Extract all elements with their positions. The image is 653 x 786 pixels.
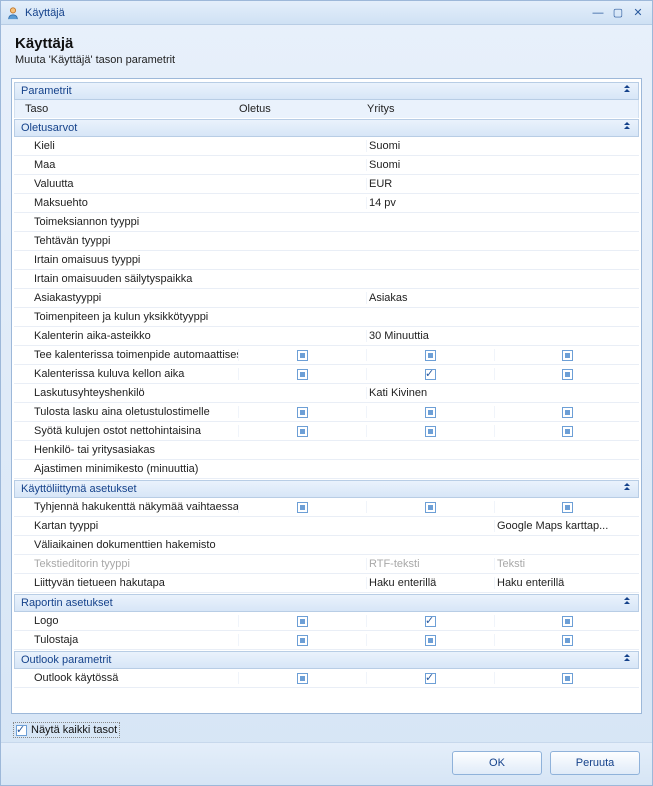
checkbox-icon — [562, 350, 573, 361]
group-parametrit[interactable]: Parametrit — [14, 82, 639, 100]
row-laskutusyhteys[interactable]: Laskutusyhteyshenkilö Kati Kivinen — [14, 384, 639, 403]
row-kieli[interactable]: Kieli Suomi — [14, 137, 639, 156]
footer-options: Näytä kaikki tasot — [1, 718, 652, 742]
column-headers: Taso Oletus Yritys — [14, 100, 639, 118]
row-tulostaja[interactable]: Tulostaja — [14, 631, 639, 650]
checkbox-icon — [297, 350, 308, 361]
row-valuutta[interactable]: Valuutta EUR — [14, 175, 639, 194]
ok-button[interactable]: OK — [452, 751, 542, 775]
row-maa[interactable]: Maa Suomi — [14, 156, 639, 175]
checkbox-icon — [425, 673, 436, 684]
group-raportin[interactable]: Raportin asetukset — [14, 594, 639, 612]
checkbox-icon — [562, 369, 573, 380]
checkbox-icon — [562, 502, 573, 513]
close-button[interactable]: ✕ — [628, 5, 648, 21]
group-oletusarvot[interactable]: Oletusarvot — [14, 119, 639, 137]
checkbox-icon — [425, 502, 436, 513]
checkbox-icon — [297, 369, 308, 380]
checkbox-icon — [425, 369, 436, 380]
checkbox-icon — [562, 426, 573, 437]
row-tee-kalenterissa[interactable]: Tee kalenterissa toimenpide automaattise… — [14, 346, 639, 365]
checkbox-icon — [425, 350, 436, 361]
checkbox-icon — [297, 635, 308, 646]
col-oletus: Oletus — [239, 103, 367, 115]
user-icon — [5, 5, 21, 21]
checkbox-icon — [297, 616, 308, 627]
row-tulosta-lasku[interactable]: Tulosta lasku aina oletustulostimelle — [14, 403, 639, 422]
row-logo[interactable]: Logo — [14, 612, 639, 631]
group-outlook[interactable]: Outlook parametrit — [14, 651, 639, 669]
row-irtain-omaisuus[interactable]: Irtain omaisuus tyyppi — [14, 251, 639, 270]
row-toimeksiannon[interactable]: Toimeksiannon tyyppi — [14, 213, 639, 232]
row-asiakastyyppi[interactable]: Asiakastyyppi Asiakas — [14, 289, 639, 308]
checkbox-icon — [562, 616, 573, 627]
row-syota-kulujen[interactable]: Syötä kulujen ostot nettohintaisina — [14, 422, 639, 441]
collapse-icon — [622, 85, 632, 98]
row-outlook-kaytossa[interactable]: Outlook käytössä — [14, 669, 639, 688]
settings-window: Käyttäjä — ▢ ✕ Käyttäjä Muuta 'Käyttäjä'… — [0, 0, 653, 786]
row-irtain-sailytys[interactable]: Irtain omaisuuden säilytyspaikka — [14, 270, 639, 289]
checkbox-icon — [562, 635, 573, 646]
minimize-button[interactable]: — — [588, 5, 608, 21]
checkbox-icon — [425, 635, 436, 646]
row-tekstieditorin: Tekstieditorin tyyppi RTF-teksti Teksti — [14, 555, 639, 574]
show-all-levels-checkbox[interactable]: Näytä kaikki tasot — [13, 722, 120, 738]
page-title: Käyttäjä — [15, 35, 638, 52]
page-subtitle: Muuta 'Käyttäjä' tason parametrit — [15, 54, 638, 66]
cancel-button[interactable]: Peruuta — [550, 751, 640, 775]
row-kalenterin-aika[interactable]: Kalenterin aika-asteikko 30 Minuuttia — [14, 327, 639, 346]
titlebar: Käyttäjä — ▢ ✕ — [1, 1, 652, 25]
dialog-buttons: OK Peruuta — [1, 742, 652, 785]
checkbox-icon — [562, 673, 573, 684]
row-kartan[interactable]: Kartan tyyppi Google Maps karttap... — [14, 517, 639, 536]
row-ajastimen[interactable]: Ajastimen minimikesto (minuuttia) — [14, 460, 639, 479]
row-henkilo-tai[interactable]: Henkilö- tai yritysasiakas — [14, 441, 639, 460]
group-kayttoliittyma[interactable]: Käyttöliittymä asetukset — [14, 480, 639, 498]
row-toimenpiteen[interactable]: Toimenpiteen ja kulun yksikkötyyppi — [14, 308, 639, 327]
checkbox-icon — [297, 673, 308, 684]
checkbox-icon — [297, 426, 308, 437]
page-header: Käyttäjä Muuta 'Käyttäjä' tason parametr… — [1, 25, 652, 72]
row-tyhjenna[interactable]: Tyhjennä hakukenttä näkymää vaihtaessa — [14, 498, 639, 517]
maximize-button[interactable]: ▢ — [608, 5, 628, 21]
checkbox-icon — [425, 616, 436, 627]
collapse-icon — [622, 122, 632, 135]
checkbox-icon — [562, 407, 573, 418]
row-valiaikainen[interactable]: Väliaikainen dokumenttien hakemisto — [14, 536, 639, 555]
checkbox-icon — [16, 725, 27, 736]
collapse-icon — [622, 654, 632, 667]
collapse-icon — [622, 483, 632, 496]
row-liittyvan[interactable]: Liittyvän tietueen hakutapa Haku enteril… — [14, 574, 639, 593]
checkbox-icon — [425, 407, 436, 418]
checkbox-icon — [425, 426, 436, 437]
row-maksuehto[interactable]: Maksuehto 14 pv — [14, 194, 639, 213]
parameters-panel: Parametrit Taso Oletus Yritys Oletusarvo… — [11, 78, 642, 714]
collapse-icon — [622, 597, 632, 610]
checkbox-icon — [297, 502, 308, 513]
window-title: Käyttäjä — [25, 7, 65, 19]
col-yritys: Yritys — [367, 103, 495, 115]
row-kalenterissa-kuluva[interactable]: Kalenterissa kuluva kellon aika — [14, 365, 639, 384]
col-taso: Taso — [15, 103, 239, 115]
checkbox-icon — [297, 407, 308, 418]
row-tehtavan[interactable]: Tehtävän tyyppi — [14, 232, 639, 251]
